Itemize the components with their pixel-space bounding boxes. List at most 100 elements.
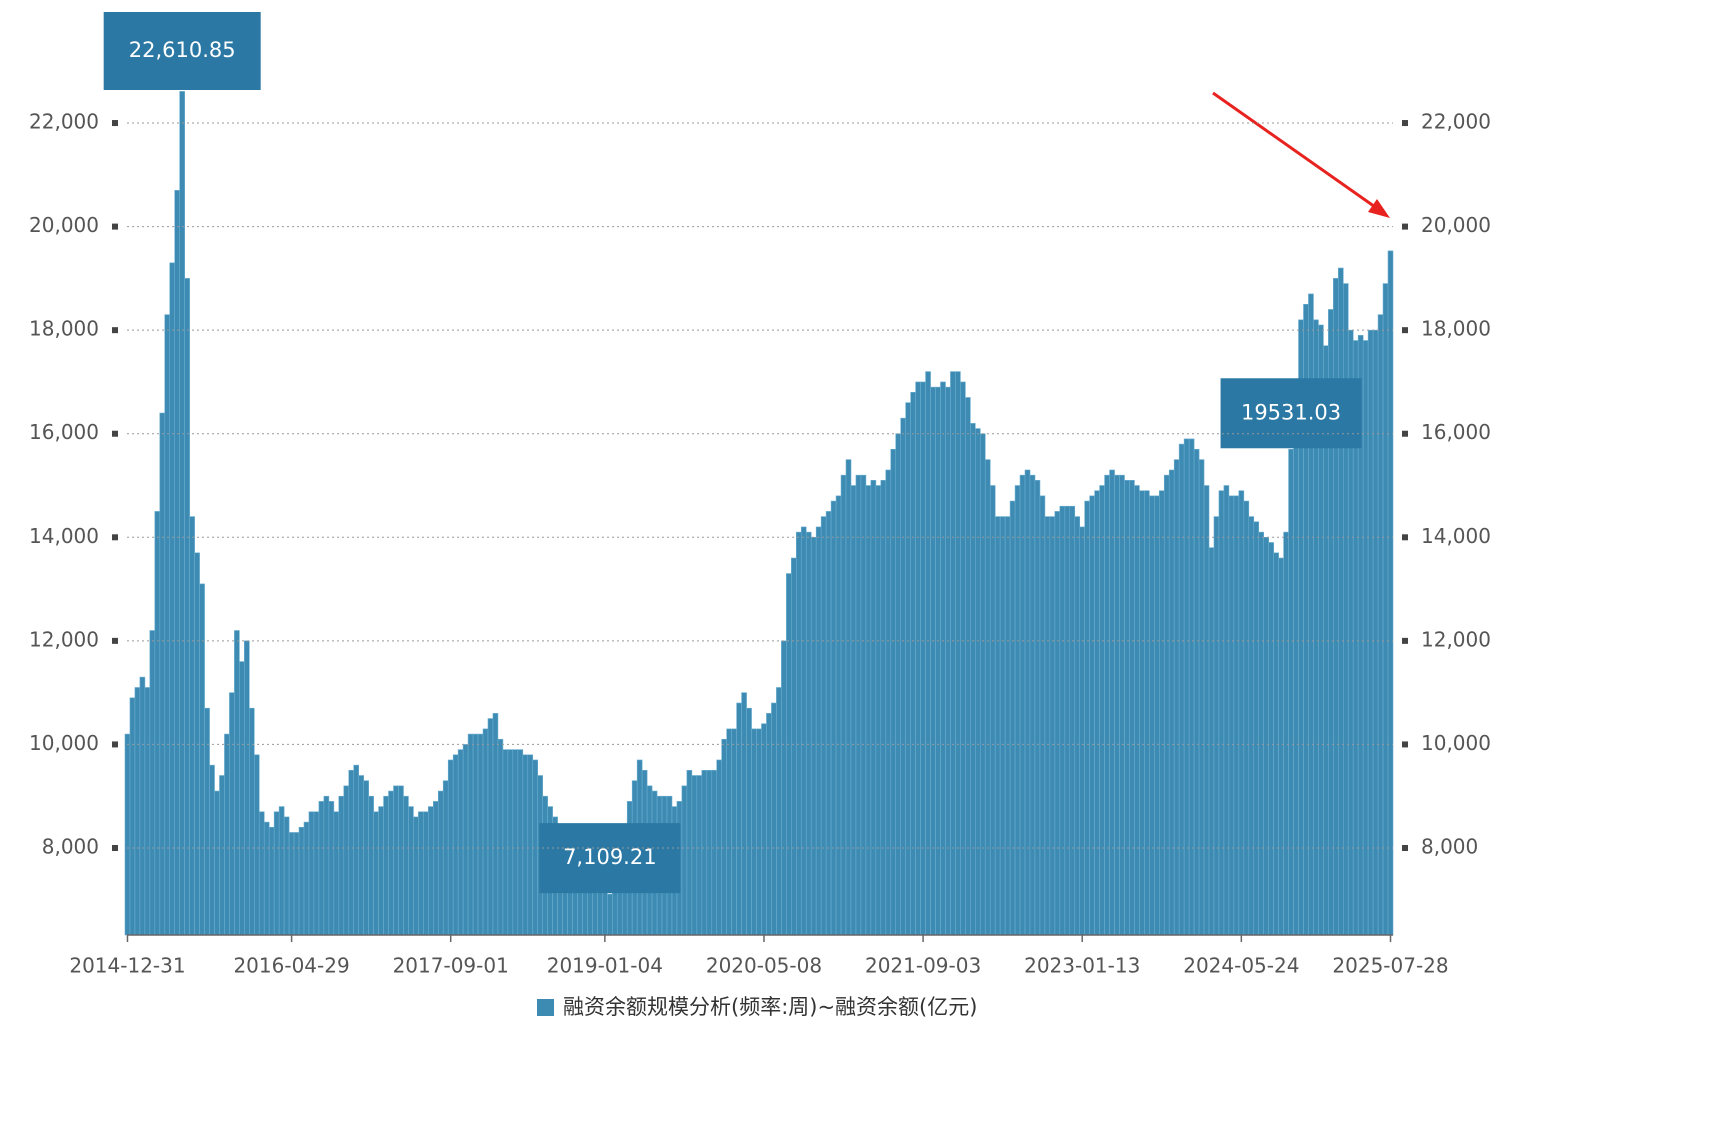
bar [1263, 537, 1269, 936]
bar [1288, 448, 1294, 936]
x-tick-label: 2016-04-29 [233, 954, 349, 978]
y-tick-label: 22,000 [29, 110, 99, 134]
bar [1278, 557, 1284, 936]
bar [457, 749, 464, 936]
bar [507, 749, 514, 936]
bar [199, 583, 205, 936]
bar [472, 733, 479, 936]
bar [239, 661, 245, 936]
bar [915, 381, 921, 936]
bar [278, 806, 285, 936]
bar [1163, 474, 1170, 936]
bar [492, 713, 499, 936]
bar [721, 738, 727, 936]
bar [900, 417, 906, 936]
bar [1387, 250, 1394, 936]
bar [1193, 448, 1200, 936]
bar [1054, 511, 1061, 936]
bar [1238, 490, 1245, 936]
y2-tick-label: 20,000 [1421, 213, 1491, 237]
y2-tick-label: 8,000 [1421, 835, 1478, 859]
bar [776, 687, 782, 936]
bar [751, 728, 757, 936]
bar [1059, 505, 1066, 936]
y-tick [112, 430, 118, 437]
bar [1293, 386, 1299, 936]
bar [159, 412, 166, 936]
x-tick-label: 2023-01-13 [1024, 954, 1140, 978]
bar [398, 785, 404, 936]
bar [1338, 267, 1344, 936]
y2-tick [1402, 845, 1408, 852]
bar [522, 754, 529, 936]
y-tick [112, 845, 118, 852]
y2-tick-label: 10,000 [1421, 731, 1491, 755]
y2-tick-label: 12,000 [1421, 627, 1491, 651]
bar [343, 785, 350, 936]
bar [353, 764, 360, 936]
legend-label: 融资余额规模分析(频率:周)~融资余额(亿元) [563, 995, 977, 1019]
bar [1283, 531, 1289, 936]
bar [224, 733, 230, 936]
y-tick [112, 534, 118, 541]
bar [144, 687, 151, 936]
bar [1377, 314, 1384, 936]
x-tick-label: 2024-05-24 [1183, 954, 1299, 978]
bar [920, 381, 926, 936]
bar [1109, 469, 1115, 936]
y2-tick-label: 18,000 [1421, 317, 1491, 341]
bar [532, 759, 539, 936]
bar [462, 744, 469, 936]
value-label: 7,109.21 [563, 845, 657, 869]
bar [686, 770, 693, 936]
bar [1044, 516, 1051, 936]
bar [527, 754, 534, 936]
bar [1233, 495, 1240, 936]
bar [935, 386, 941, 936]
bar [860, 474, 867, 936]
bar [418, 811, 424, 936]
y-tick-label: 20,000 [29, 213, 99, 237]
bar [413, 816, 419, 936]
bar [1228, 495, 1235, 936]
bar [1014, 485, 1021, 936]
bar [184, 278, 190, 936]
y-tick-label: 14,000 [29, 524, 99, 548]
arrow [1212, 91, 1379, 211]
bar [258, 811, 265, 936]
bar [1198, 459, 1205, 936]
bar [1168, 469, 1175, 936]
x-tick-label: 2025-07-28 [1332, 954, 1448, 978]
bar [1114, 474, 1120, 936]
bar [383, 795, 389, 936]
y-tick-label: 18,000 [29, 317, 99, 341]
bar [1203, 485, 1210, 936]
bar [810, 537, 817, 936]
bar [875, 485, 882, 936]
value-label: 22,610.85 [129, 38, 236, 62]
bar [989, 485, 996, 936]
bar [1218, 490, 1225, 936]
bar [437, 790, 444, 936]
bar [930, 386, 936, 936]
bar [229, 692, 235, 936]
bar [1119, 474, 1125, 936]
y-tick [112, 637, 118, 644]
bar [169, 262, 176, 936]
bar [890, 448, 897, 936]
bar [214, 790, 220, 936]
bar [607, 893, 613, 936]
bar [1154, 495, 1160, 936]
bar [1019, 474, 1026, 936]
bar [234, 630, 240, 936]
bar [855, 474, 862, 936]
bar [428, 806, 434, 936]
bar [244, 640, 250, 936]
bar [840, 474, 847, 936]
bar [467, 733, 474, 936]
bar [204, 707, 210, 936]
bar [313, 811, 320, 936]
bar [746, 707, 752, 936]
bar [1173, 459, 1180, 936]
